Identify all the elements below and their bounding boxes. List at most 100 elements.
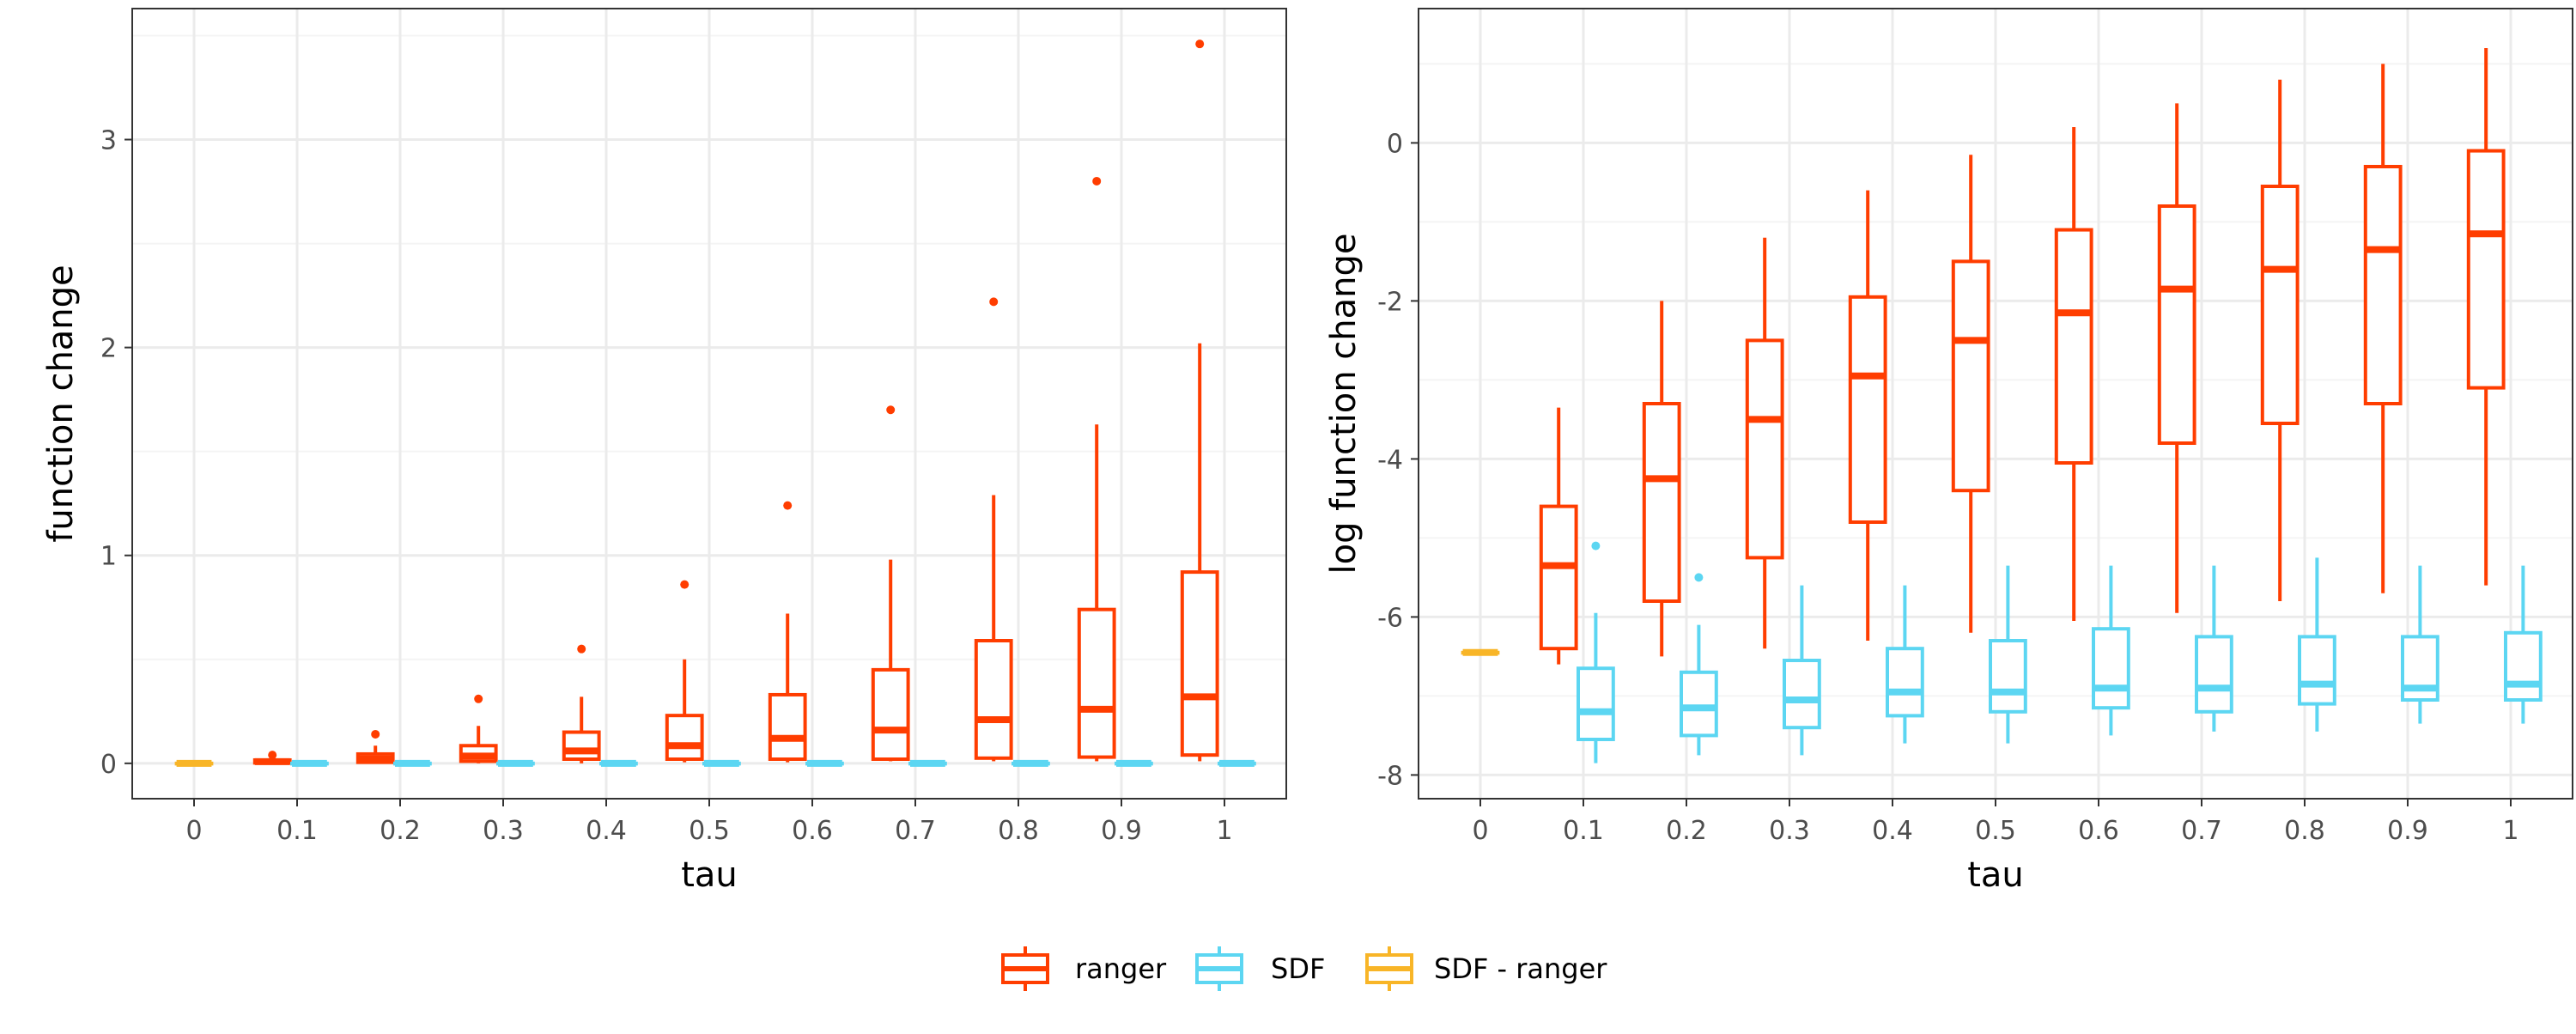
y-tick-label: 1 <box>100 542 117 572</box>
x-tick-label: 0.9 <box>2387 816 2428 846</box>
outlier-point <box>1195 40 1205 49</box>
box-ranger-0.2 <box>355 729 395 764</box>
box-iqr <box>1180 570 1219 757</box>
box-iqr <box>2504 630 2543 702</box>
outlier-point <box>783 501 793 510</box>
x-axis-label: tau <box>1967 855 2024 895</box>
box-sdf-0.9 <box>1115 759 1153 767</box>
y-tick-label: -2 <box>1377 287 1403 317</box>
box-iqr <box>1783 659 1821 730</box>
outlier-point <box>268 751 277 760</box>
box-iqr <box>562 730 601 761</box>
box-ranger-0.9 <box>2363 64 2403 593</box>
box-sdf-ranger-0 <box>174 759 214 767</box>
x-tick-label: 0.4 <box>1872 816 1913 846</box>
box-iqr <box>1680 670 1718 738</box>
box-iqr <box>1577 666 1615 742</box>
panel-1: 0 1 2 3 0 0.1 0.2 0.3 0.4 0.5 0.6 0.7 0.8 0.9 1 tau func… <box>41 8 1287 895</box>
x-tick-label: 0.3 <box>483 816 524 846</box>
box-iqr <box>768 692 807 762</box>
box-ranger-0.5 <box>665 580 704 763</box>
box-ranger-0.2 <box>1642 301 1681 657</box>
box-sdf-0.4 <box>1886 585 1924 744</box>
panel-2: -8 -6 -4 -2 0 0 0.1 0.2 0.3 0.4 0.5 0.6 0.7 0.8 0.9 1 ta… <box>1324 8 2573 895</box>
legend-label: SDF <box>1271 952 1325 985</box>
box-sdf-ranger-0 <box>1461 648 1500 656</box>
x-tick-label: 0.8 <box>998 816 1039 846</box>
box-ranger-0.1 <box>252 751 292 765</box>
box-sdf-0.4 <box>599 759 638 767</box>
y-tick-label: 2 <box>100 334 117 364</box>
box-ranger-0.3 <box>459 694 498 763</box>
box-sdf-1 <box>2504 565 2543 724</box>
box-iqr <box>2092 627 2130 710</box>
box-sdf-0.2 <box>393 759 432 767</box>
legend-label: SDF - ranger <box>1434 952 1607 985</box>
x-tick-label: 0.5 <box>1975 816 2016 846</box>
x-tick-label: 0.2 <box>1666 816 1707 846</box>
outlier-point <box>886 405 896 415</box>
y-tick-label: 0 <box>100 750 117 780</box>
x-tick-label: 0.3 <box>1769 816 1810 846</box>
box-ranger-0.3 <box>1745 237 1784 649</box>
box-iqr <box>1745 338 1784 560</box>
box-iqr <box>1886 647 1924 718</box>
x-axis-label: tau <box>681 855 738 895</box>
box-sdf-1 <box>1218 759 1256 767</box>
box-iqr <box>1951 259 1990 493</box>
x-tick-label: 0.1 <box>276 816 318 846</box>
x-tick-label: 0 <box>1472 816 1488 846</box>
box-iqr <box>1848 295 1887 524</box>
box-iqr <box>2054 228 2093 465</box>
box-ranger-1 <box>1180 40 1219 762</box>
box-ranger-0.8 <box>974 297 1013 762</box>
x-tick-label: 0.1 <box>1563 816 1604 846</box>
legend: ranger SDF SDF - ranger <box>1001 946 1607 991</box>
box-sdf-0.7 <box>908 759 947 767</box>
x-tick-label: 0 <box>185 816 202 846</box>
box-iqr <box>1539 504 1578 651</box>
y-tick-label: -4 <box>1377 445 1403 475</box>
box-sdf-0.7 <box>2195 565 2233 732</box>
box-sdf-0.5 <box>1989 565 2027 744</box>
y-tick-label: -6 <box>1377 603 1403 633</box>
x-tick-label: 0.7 <box>2181 816 2222 846</box>
box-sdf-0.6 <box>2092 565 2130 736</box>
box-sdf-0.6 <box>805 759 844 767</box>
box-iqr <box>2298 635 2336 706</box>
panel-border <box>1418 8 2573 800</box>
y-tick-label: 0 <box>1387 129 1403 159</box>
x-tick-label: 0.4 <box>586 816 627 846</box>
box-iqr <box>665 714 704 762</box>
y-axis-label: function change <box>41 265 81 542</box>
box-sdf-0.1 <box>1577 541 1615 763</box>
box-iqr <box>2260 185 2300 425</box>
outlier-point <box>680 580 690 589</box>
box-sdf-0.8 <box>1012 759 1050 767</box>
box-sdf-0.3 <box>496 759 535 767</box>
x-tick-label: 0.6 <box>2078 816 2119 846</box>
box-sdf-0.5 <box>702 759 741 767</box>
box-iqr <box>974 639 1013 760</box>
box-ranger-0.6 <box>768 501 807 763</box>
box-iqr <box>2157 204 2196 445</box>
box-iqr <box>2466 149 2506 390</box>
box-ranger-0.4 <box>562 644 601 763</box>
box-sdf-0.9 <box>2401 565 2439 724</box>
box-iqr <box>2195 635 2233 714</box>
box-sdf-0.8 <box>2298 557 2336 732</box>
box-iqr <box>2363 165 2403 405</box>
outlier-point <box>474 694 483 703</box>
box-ranger-0.7 <box>2157 103 2196 613</box>
box-ranger-0.1 <box>1539 407 1578 665</box>
box-sdf-0.1 <box>290 759 329 767</box>
legend-key-sdf <box>1195 946 1243 991</box>
x-tick-label: 0.2 <box>380 816 421 846</box>
box-ranger-1 <box>2466 48 2506 586</box>
box-ranger-0.4 <box>1848 190 1887 641</box>
box-ranger-0.8 <box>2260 79 2300 601</box>
x-tick-label: 0.9 <box>1101 816 1142 846</box>
outlier-point <box>371 729 380 739</box>
